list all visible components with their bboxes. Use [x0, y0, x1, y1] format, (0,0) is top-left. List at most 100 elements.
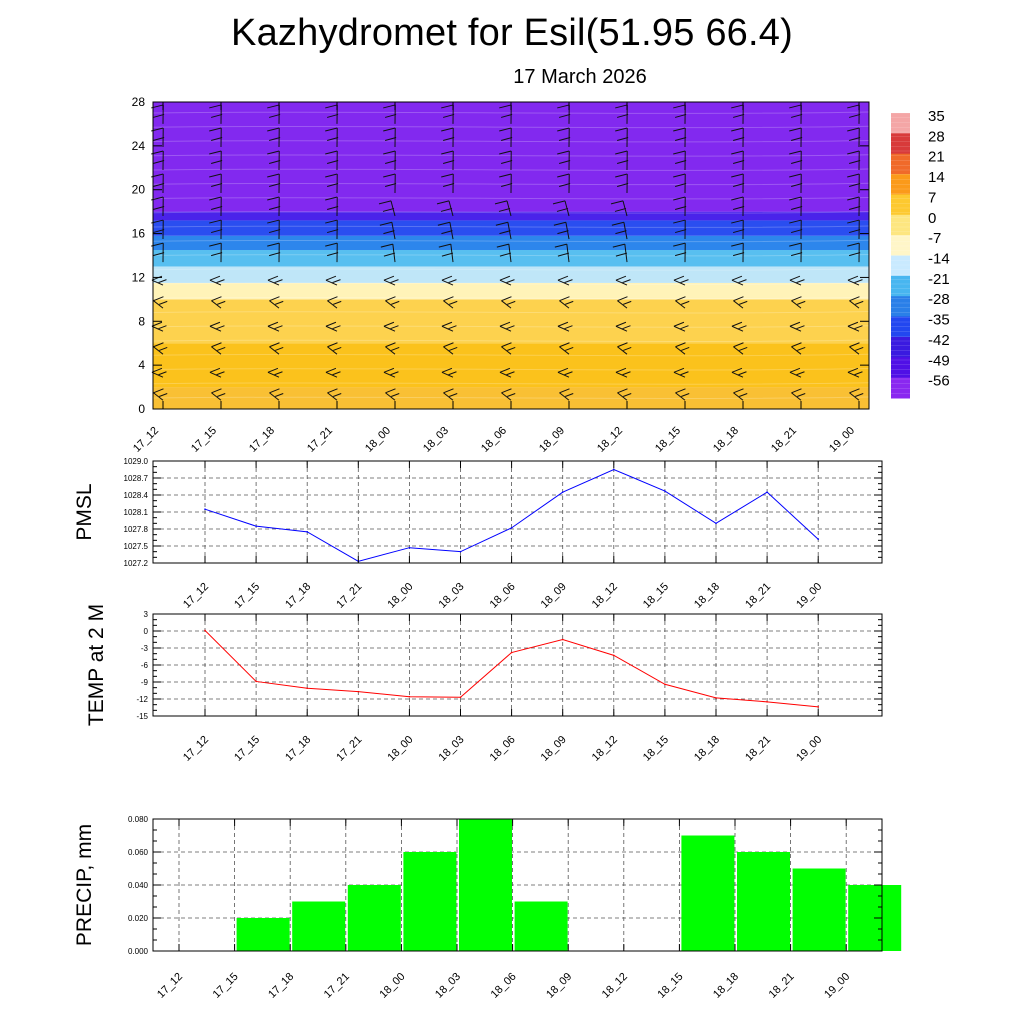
wind-barb-flag: [673, 196, 686, 201]
wind-barb-flag: [326, 206, 339, 211]
wind-barb-flag: [847, 150, 860, 155]
wind-barb-flag: [673, 242, 686, 247]
wind-barb-shaft: [209, 279, 222, 286]
pmsl-point: [459, 550, 462, 553]
wind-barb-shaft: [789, 371, 802, 378]
wind-barb-flag: [797, 393, 806, 397]
wind-barb-flag: [615, 321, 627, 327]
heatmap-contour: [152, 325, 870, 328]
colorbar-swatch: [891, 214, 910, 236]
wind-barb-flag: [210, 252, 223, 257]
wind-barb-flag: [731, 219, 744, 224]
x-tick-label: 18_03: [437, 734, 467, 764]
wind-barb-flag: [152, 252, 165, 257]
wind-barb-flag: [790, 136, 803, 141]
wind-barb-flag: [382, 207, 395, 212]
wind-barb-flag: [559, 342, 570, 348]
wind-barb-flag: [680, 325, 689, 330]
wind-barb-flag: [391, 393, 400, 397]
x-tick-label: 18_00: [385, 581, 415, 611]
wind-barb-flag: [326, 160, 339, 164]
wind-barb-flag: [449, 393, 458, 397]
wind-barb-flag: [557, 173, 570, 178]
temp-point: [357, 690, 360, 693]
colorbar-label: 21: [928, 149, 945, 166]
y-tick-label: 0.060: [128, 848, 149, 857]
wind-barb-flag: [617, 388, 628, 394]
wind-barb-flag: [209, 173, 222, 178]
y-tick-label: 0: [144, 627, 149, 636]
wind-barb-flag: [507, 300, 516, 305]
wind-barb-flag: [553, 221, 566, 226]
wind-barb-flag: [789, 219, 802, 224]
y-axis-title: TEMP at 2 M: [85, 604, 108, 726]
wind-barb-flag: [797, 300, 806, 305]
wind-barb-shaft: [789, 325, 802, 332]
wind-barb-flag: [731, 367, 743, 373]
wind-barb-shaft: [151, 325, 164, 332]
wind-barb-flag: [507, 346, 516, 351]
wind-barb-flag: [209, 367, 221, 373]
pmsl-point: [817, 538, 819, 540]
wind-barb-flag: [159, 346, 168, 351]
wind-barb-flag: [739, 346, 748, 351]
wind-barb-shaft: [733, 346, 744, 355]
x-tick-label: 18_09: [539, 734, 569, 764]
wind-barb-shaft: [327, 346, 338, 355]
wind-barb-flag: [732, 206, 745, 211]
wind-barb-flag: [159, 300, 168, 305]
wind-barb-shaft: [325, 371, 338, 378]
wind-barb-flag: [790, 252, 803, 257]
wind-barb-flag: [612, 243, 625, 248]
pmsl-point: [510, 527, 513, 529]
wind-barb-shaft: [151, 371, 164, 378]
wind-barb-flag: [675, 388, 686, 394]
heatmap-contour: [152, 196, 870, 200]
wind-barb-flag: [378, 200, 392, 205]
wind-barb-flag: [494, 200, 508, 205]
wind-barb-flag: [557, 127, 570, 132]
wind-barb-flag: [327, 388, 338, 394]
temp-point: [510, 651, 513, 654]
heatmap-band: [153, 387, 869, 409]
temp-point: [408, 695, 411, 698]
wind-barb-flag: [790, 229, 803, 234]
wind-barb-flag: [791, 342, 802, 348]
x-tick-label: 18_06: [488, 734, 518, 764]
wind-barb-flag: [501, 342, 512, 348]
wind-barb-flag: [499, 173, 512, 178]
wind-barb-flag: [326, 113, 339, 118]
wind-barb-flag: [325, 127, 338, 132]
wind-barb-flag: [383, 321, 395, 327]
wind-barb-flag: [499, 104, 512, 109]
x-tick-label: 19_00: [822, 971, 852, 1001]
wind-barb-flag: [615, 150, 628, 155]
wind-barb-flag: [499, 230, 511, 235]
x-tick-label: 19_00: [827, 425, 857, 455]
wind-barb-shaft: [383, 279, 396, 286]
wind-barb-flag: [151, 367, 163, 373]
wind-barb-shaft: [731, 279, 744, 286]
wind-barb-flag: [440, 207, 453, 212]
x-tick-label: 18_15: [655, 971, 685, 1001]
colorbar-swatch: [891, 296, 910, 318]
wind-barb-flag: [790, 113, 803, 118]
heatmap-contour: [152, 182, 870, 186]
wind-barb-flag: [441, 275, 453, 281]
wind-barb-shaft: [615, 325, 628, 332]
wind-barb-shaft: [731, 325, 744, 332]
precip-panel: 0.080 0.060 0.040 0.020 0.000 17_12 17_15 17_18…: [73, 815, 902, 1001]
wind-barb-flag: [614, 207, 627, 212]
colorbar-swatch: [891, 174, 910, 195]
wind-barb-flag: [151, 275, 163, 281]
wind-barb-shaft: [675, 346, 686, 355]
wind-barb-flag: [267, 150, 280, 155]
pmsl-point: [766, 491, 768, 493]
wind-barb-flag: [210, 183, 223, 187]
wind-barb-shaft: [849, 392, 860, 401]
temp-point: [561, 638, 564, 641]
wind-barb-flag: [731, 275, 743, 281]
temp-point: [613, 654, 615, 657]
wind-barb-flag: [325, 219, 338, 224]
wind-barb-flag: [500, 160, 513, 164]
